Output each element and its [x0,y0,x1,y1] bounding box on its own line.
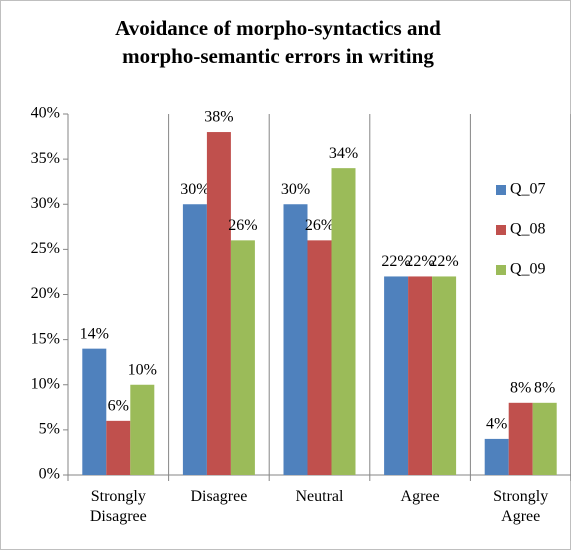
data-label: 10% [128,361,157,378]
data-label: 6% [108,398,129,415]
data-label: 26% [228,217,257,234]
x-tick-label: Neutral [295,488,344,505]
data-label: 26% [305,217,334,234]
legend-swatch [496,225,506,235]
data-label: 14% [80,325,109,342]
bar [182,204,207,475]
bar [106,420,131,475]
legend-swatch [496,265,506,275]
data-label: 30% [180,181,209,198]
data-label: 22% [429,253,458,270]
data-label: 8% [510,379,531,396]
x-tick-label: Disagree [190,488,248,505]
bar [484,438,509,475]
y-tick-label: 10% [31,375,60,392]
data-label: 22% [381,253,410,270]
y-tick-label: 40% [31,105,60,122]
y-tick-label: 0% [39,466,60,483]
y-tick-label: 15% [31,330,60,347]
legend-swatch [496,185,506,195]
bar [508,402,533,475]
y-tick-label: 25% [31,240,60,257]
bar [307,240,332,475]
x-tick-label: Agree [400,488,440,505]
data-label: 38% [204,109,233,126]
bar [206,132,231,476]
data-label: 30% [281,181,310,198]
bar [432,276,457,475]
y-tick-label: 20% [31,285,60,302]
bar [130,384,155,475]
legend-label: Q_09 [510,261,546,278]
bar [331,168,356,475]
x-tick-label: Strongly Agree [493,488,549,525]
data-label: 34% [329,145,358,162]
bar [230,240,255,475]
legend-label: Q_07 [510,181,546,198]
bar [408,276,433,475]
data-label: 4% [486,416,507,433]
legend-label: Q_08 [510,221,546,238]
chart-title: Avoidance of morpho-syntactics and morph… [115,16,441,68]
y-tick-label: 30% [31,195,60,212]
y-tick-label: 5% [39,421,60,438]
bar [283,204,308,475]
bar [532,402,557,475]
y-tick-label: 35% [31,150,60,167]
bar [82,348,107,475]
bar [384,276,409,475]
data-label: 22% [405,253,434,270]
data-label: 8% [534,379,555,396]
x-tick-label: Strongly Disagree [89,488,147,525]
